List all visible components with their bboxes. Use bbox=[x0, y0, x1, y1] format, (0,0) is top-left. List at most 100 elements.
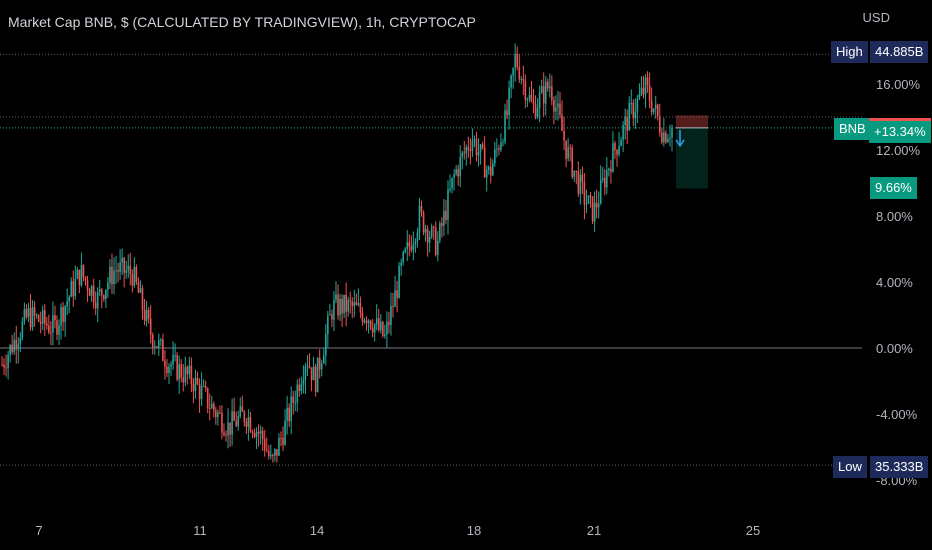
candle-body bbox=[76, 269, 79, 279]
candle-body bbox=[489, 166, 492, 176]
candle-body bbox=[276, 449, 278, 456]
candle-body bbox=[496, 148, 498, 150]
candle-body bbox=[500, 142, 502, 150]
candle-body bbox=[241, 406, 244, 412]
candle-body bbox=[665, 132, 667, 143]
candle-body bbox=[74, 278, 77, 297]
candle-body bbox=[555, 107, 557, 112]
candle-body bbox=[597, 203, 600, 208]
high-value-badge: 44.885B bbox=[870, 41, 929, 63]
candle-body bbox=[365, 320, 368, 324]
candle-body bbox=[188, 365, 191, 375]
candle-body bbox=[123, 257, 125, 273]
candle-body bbox=[62, 307, 64, 323]
x-tick-label: 11 bbox=[193, 523, 207, 538]
candle-body bbox=[78, 269, 81, 286]
candle-body bbox=[223, 432, 225, 436]
candle-body bbox=[502, 141, 504, 143]
candle-body bbox=[626, 116, 628, 131]
candle-body bbox=[538, 92, 541, 109]
candle-body bbox=[475, 139, 478, 156]
candle-body bbox=[357, 303, 360, 305]
currency-label: USD bbox=[862, 10, 890, 25]
low-label-badge: Low bbox=[833, 456, 867, 478]
candle-body bbox=[217, 412, 219, 417]
candle-body bbox=[192, 383, 195, 391]
candle-body bbox=[404, 249, 407, 252]
candle-body bbox=[331, 314, 333, 320]
candle-body bbox=[288, 407, 290, 422]
candle-body bbox=[632, 102, 635, 119]
candle-body bbox=[5, 367, 7, 369]
candle-body bbox=[567, 147, 569, 159]
candle-body bbox=[439, 223, 441, 241]
candle-body bbox=[221, 412, 223, 433]
candle-body bbox=[432, 226, 435, 228]
candle-body bbox=[669, 137, 671, 139]
candle-body bbox=[504, 110, 506, 142]
candle-body bbox=[25, 309, 28, 317]
candle-body bbox=[418, 205, 421, 233]
candle-body bbox=[367, 320, 370, 324]
candle-body bbox=[341, 298, 343, 314]
candle-body bbox=[84, 277, 87, 281]
candle-body bbox=[396, 290, 398, 298]
candle-body bbox=[536, 108, 539, 118]
candle-body bbox=[430, 226, 433, 237]
candle-body bbox=[300, 384, 303, 391]
candle-body bbox=[349, 299, 352, 302]
candle-body bbox=[420, 205, 423, 213]
candle-body bbox=[96, 292, 99, 309]
candle-body bbox=[304, 366, 307, 380]
candle-body bbox=[286, 407, 288, 421]
y-tick-label: 8.00% bbox=[876, 209, 913, 224]
candle-body bbox=[247, 417, 250, 427]
candle-body bbox=[68, 296, 71, 302]
candle-body bbox=[612, 143, 614, 172]
candle-body bbox=[160, 339, 162, 341]
candle-body bbox=[624, 116, 626, 126]
candle-body bbox=[72, 281, 75, 297]
candle-body bbox=[113, 270, 115, 285]
candle-body bbox=[272, 454, 274, 456]
candle-body bbox=[648, 84, 651, 101]
candle-body bbox=[520, 78, 523, 80]
candle-body bbox=[180, 364, 183, 378]
candle-body bbox=[314, 366, 317, 393]
candle-body bbox=[663, 132, 665, 143]
high-label-badge: High bbox=[831, 41, 868, 63]
candle-body bbox=[267, 451, 270, 457]
candle-body bbox=[263, 439, 266, 451]
candle-body bbox=[155, 346, 158, 348]
candle-body bbox=[465, 147, 468, 154]
candle-body bbox=[575, 170, 578, 172]
candle-body bbox=[320, 363, 323, 370]
x-axis: 7 11 14 18 21 25 bbox=[35, 523, 760, 538]
candle-body bbox=[351, 301, 354, 307]
candle-body bbox=[88, 290, 91, 296]
candle-body bbox=[290, 396, 292, 422]
candle-body bbox=[270, 454, 272, 457]
candle-body bbox=[235, 420, 237, 427]
candle-body bbox=[115, 270, 117, 272]
candle-body bbox=[410, 246, 413, 251]
candle-body bbox=[563, 130, 565, 141]
candle-body bbox=[628, 103, 631, 131]
candle-body bbox=[186, 367, 189, 375]
candle-body bbox=[166, 366, 168, 374]
candle-body bbox=[50, 332, 52, 334]
candle-body bbox=[105, 289, 107, 300]
candle-body bbox=[526, 99, 529, 101]
candle-body bbox=[174, 355, 176, 357]
candle-body bbox=[355, 302, 358, 305]
candle-body bbox=[70, 281, 73, 297]
candle-body bbox=[176, 355, 178, 380]
candle-body bbox=[479, 144, 482, 153]
candle-body bbox=[589, 195, 592, 197]
x-tick-label: 14 bbox=[310, 523, 324, 538]
candle-body bbox=[412, 243, 415, 251]
candle-body bbox=[390, 305, 392, 325]
candle-body bbox=[245, 421, 248, 427]
candle-body bbox=[302, 379, 305, 385]
